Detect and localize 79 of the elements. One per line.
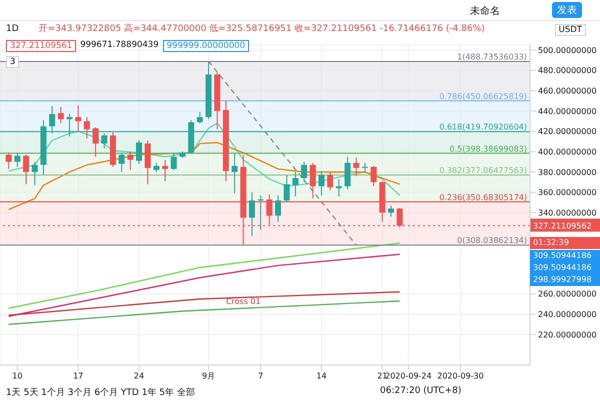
candlestick <box>362 162 368 172</box>
ref-line-label: 0.786(450.06625819) <box>439 92 527 101</box>
candlestick <box>284 174 290 203</box>
text: 未命名 <box>470 4 500 18</box>
line-series <box>8 242 400 309</box>
ref-line-label: 327.21109562 <box>533 222 592 231</box>
candlestick <box>58 106 64 124</box>
y-tick-label: 500.00000000 <box>538 46 597 55</box>
chart-title: 1D <box>6 24 19 34</box>
candlestick <box>6 152 12 170</box>
x-tick-label: 2020-09-24 <box>385 372 432 381</box>
candlestick <box>310 162 316 199</box>
text: 开=343.97322805 高=344.47700000 低=325.58716951 收=327.21109561 -16.71466176 (-4.86%) <box>38 24 485 34</box>
candlestick <box>14 152 20 168</box>
text: USDT <box>554 24 586 36</box>
candlestick <box>344 156 351 190</box>
annotation: 327.21109561 <box>6 40 76 52</box>
text: 1天 5天 1个月 3个月 6个月 YTD 1年 5年 全部 <box>6 386 195 399</box>
y-tick-label: 240.00000000 <box>538 310 597 320</box>
candlestick <box>275 194 282 222</box>
y-tick-label: 480.00000000 <box>538 66 597 76</box>
candlestick <box>336 178 342 197</box>
x-tick-label: 10 <box>12 372 22 381</box>
annotation: 3 <box>6 56 20 68</box>
y-tick-label: 260.00000000 <box>538 290 597 299</box>
candlestick <box>327 171 334 191</box>
candlestick <box>75 104 82 132</box>
candlestick <box>353 157 360 177</box>
candlestick <box>92 126 99 158</box>
text: 309.50944186 <box>530 262 600 274</box>
ref-line-label: 1(488.73536033) <box>457 52 527 62</box>
candlestick <box>23 154 30 185</box>
ref-line-label: 0(308.03862134) <box>457 236 527 246</box>
line-series <box>8 142 400 210</box>
text: 309.50944186 <box>530 250 600 262</box>
candlestick <box>84 116 90 139</box>
candlestick <box>232 152 238 194</box>
annotation: 999671.78890439 <box>80 40 159 52</box>
y-tick-label: 420.00000000 <box>538 127 597 136</box>
y-tick-label: 400.00000000 <box>538 148 597 157</box>
x-tick-label: 7 <box>258 372 264 381</box>
candlestick <box>292 171 298 197</box>
line-series <box>8 254 400 317</box>
x-tick-label: 17 <box>73 372 84 381</box>
candlestick <box>118 152 125 172</box>
text: 298.99927998 <box>530 274 600 286</box>
ref-line-label: 0.5(398.38699083) <box>450 144 527 154</box>
text: 06:27:20 (UTC+8) <box>380 386 462 396</box>
y-tick-label: 380.00000000 <box>538 168 597 177</box>
candlestick <box>301 161 308 183</box>
x-tick-label: 21 <box>377 372 388 381</box>
y-tick-label: 460.00000000 <box>538 86 597 96</box>
candlestick <box>153 162 160 172</box>
candlestick <box>248 192 255 236</box>
y-tick-label: 360.00000000 <box>538 188 597 198</box>
candlestick <box>32 161 38 186</box>
y-tick-label: 440.00000000 <box>538 106 597 116</box>
candlestick <box>196 112 203 124</box>
text: 01:32:39 <box>530 237 600 249</box>
y-tick-label: 340.00000000 <box>538 208 597 218</box>
x-tick-label: 14 <box>316 372 327 381</box>
ref-line-label: 0.382(377.06477563) <box>439 166 527 175</box>
x-tick-label: 2020-09-30 <box>437 372 484 381</box>
candlestick <box>318 170 324 196</box>
candlestick <box>170 153 177 170</box>
candlestick <box>370 165 377 187</box>
candlestick <box>388 205 394 218</box>
ref-line-label: 0.236(350.68305174) <box>439 192 527 202</box>
x-tick-label: 9月 <box>202 372 216 381</box>
candlestick <box>162 159 168 182</box>
annotation: 999999.00000000 <box>162 40 250 52</box>
y-tick-label: 220.00000000 <box>538 330 597 340</box>
text: 发表 <box>552 2 582 18</box>
ref-line-label: 0.618(419.70920604) <box>439 122 527 132</box>
annotation: Cross 01 <box>226 297 261 306</box>
candlestick <box>258 194 264 230</box>
x-tick-label: 24 <box>134 372 144 381</box>
candlestick <box>127 151 134 170</box>
candlestick <box>136 140 142 164</box>
